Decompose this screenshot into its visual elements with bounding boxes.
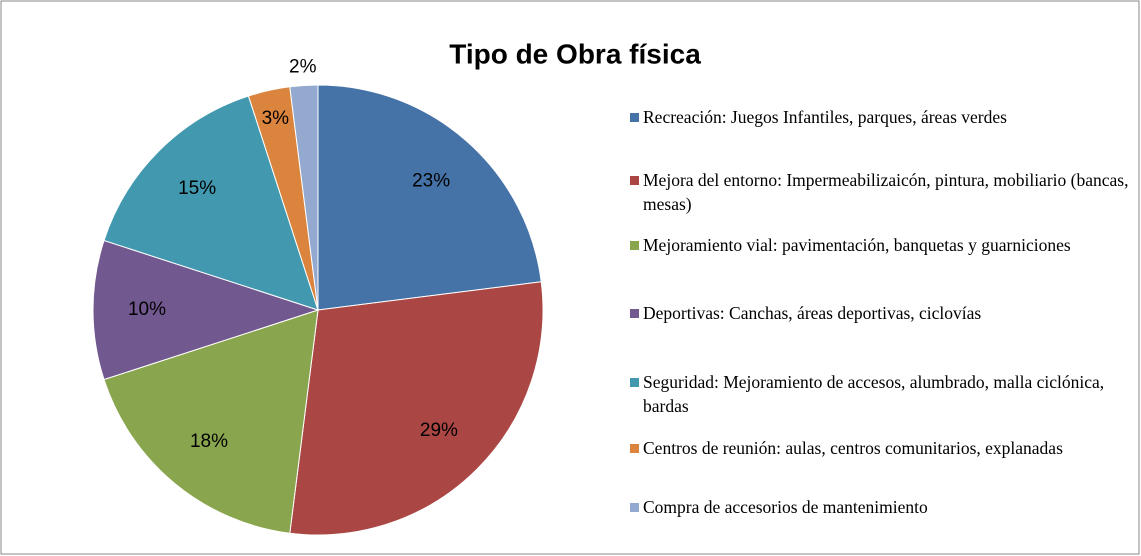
legend-label: Centros de reunión: aulas, centros comun… <box>643 438 1063 458</box>
legend-swatch <box>630 378 639 387</box>
pie-slice <box>317 84 542 311</box>
data-label: 23% <box>412 171 450 192</box>
legend-swatch <box>630 113 639 122</box>
legend-item: Recreación: Juegos Infantiles, parques, … <box>630 105 1138 129</box>
legend-swatch <box>630 444 639 453</box>
legend-label: Deportivas: Canchas, áreas deportivas, c… <box>643 303 982 323</box>
data-label: 29% <box>420 420 458 441</box>
legend-swatch <box>630 503 639 512</box>
legend-item: Seguridad: Mejoramiento de accesos, alum… <box>630 370 1138 418</box>
data-label: 3% <box>262 108 290 129</box>
legend-label: Seguridad: Mejoramiento de accesos, alum… <box>643 372 1105 416</box>
data-label: 2% <box>289 56 317 77</box>
legend-item: Compra de accesorios de mantenimiento <box>630 495 1138 519</box>
legend-swatch <box>630 241 639 250</box>
legend-item: Deportivas: Canchas, áreas deportivas, c… <box>630 301 1138 325</box>
legend-item: Centros de reunión: aulas, centros comun… <box>630 436 1138 460</box>
legend-swatch <box>630 176 639 185</box>
pie-slice <box>92 239 320 381</box>
pie-slice <box>289 281 544 536</box>
pie-slice <box>103 309 319 534</box>
data-label: 18% <box>190 431 228 452</box>
data-label: 15% <box>178 178 216 199</box>
legend-item: Mejoramiento vial: pavimentación, banque… <box>630 233 1138 257</box>
legend-label: Compra de accesorios de mantenimiento <box>643 497 928 517</box>
legend-label: Mejoramiento vial: pavimentación, banque… <box>643 235 1071 255</box>
legend-swatch <box>630 309 639 318</box>
legend-item: Mejora del entorno: Impermeabilizaicón, … <box>630 168 1138 216</box>
legend-label: Mejora del entorno: Impermeabilizaicón, … <box>643 170 1129 214</box>
legend-label: Recreación: Juegos Infantiles, parques, … <box>643 107 1007 127</box>
chart-title: Tipo de Obra física <box>449 38 701 69</box>
pie-slice <box>289 84 319 311</box>
pie-slice <box>103 95 319 311</box>
data-label: 10% <box>128 299 166 320</box>
